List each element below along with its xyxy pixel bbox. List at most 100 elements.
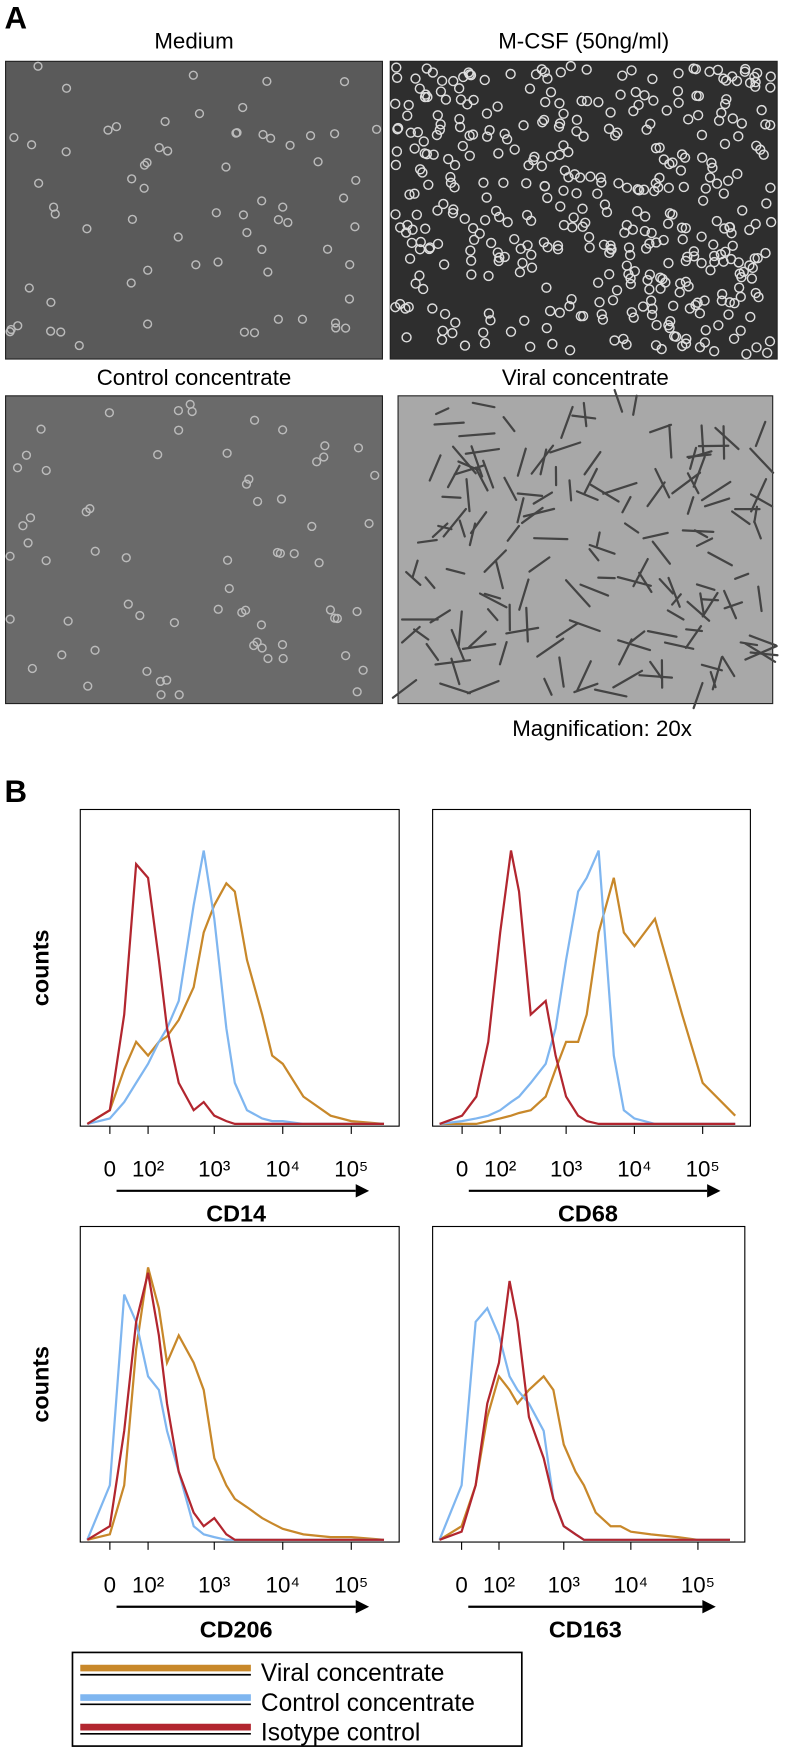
cell (672, 85, 684, 97)
cell (638, 674, 674, 679)
cell (307, 521, 317, 532)
cell (521, 209, 533, 221)
cell (435, 119, 446, 130)
cell (736, 272, 747, 283)
cell (13, 321, 23, 331)
cell (405, 570, 422, 586)
cell (695, 537, 714, 548)
cell (628, 105, 639, 117)
cell (545, 86, 557, 98)
cell (483, 549, 508, 573)
cell (685, 628, 704, 633)
cell (483, 308, 495, 319)
cell (560, 405, 574, 439)
cell (602, 481, 638, 495)
cell (664, 158, 675, 170)
cell (552, 244, 564, 255)
cell (111, 121, 122, 132)
cell (714, 426, 740, 451)
cell (516, 497, 525, 524)
cell (469, 511, 488, 535)
cell (554, 98, 565, 109)
cell (442, 507, 467, 538)
cell (194, 108, 205, 119)
cell (733, 131, 744, 142)
cell (90, 645, 100, 655)
cell (483, 592, 502, 600)
cell (697, 152, 708, 163)
cell (345, 259, 355, 270)
cell (657, 273, 668, 285)
cell (437, 325, 448, 336)
cell (314, 558, 324, 568)
cell (401, 332, 412, 343)
cell (390, 159, 402, 171)
cell (325, 605, 336, 615)
cell (744, 260, 755, 271)
x-axis-label: CD163 (549, 1616, 622, 1642)
cell (581, 64, 592, 75)
cell (447, 207, 459, 219)
cell (569, 169, 580, 180)
cell (283, 217, 293, 228)
cell (595, 172, 606, 183)
cell (482, 459, 495, 489)
cell (433, 421, 465, 426)
cell (686, 453, 712, 459)
cell (675, 165, 687, 176)
cell (465, 69, 477, 81)
cell (420, 89, 431, 100)
cell (242, 227, 252, 238)
cell (597, 576, 616, 580)
cell (765, 216, 777, 228)
cell (553, 121, 565, 133)
cell (85, 504, 95, 514)
cell (663, 182, 675, 194)
cell (558, 185, 569, 196)
cell (658, 234, 669, 246)
cell (434, 407, 450, 416)
cell (605, 240, 616, 251)
cell (549, 441, 582, 454)
cell (481, 108, 493, 119)
cell (127, 214, 138, 224)
cell (506, 524, 521, 542)
cell (731, 510, 751, 526)
cell (723, 309, 734, 320)
cell (390, 209, 401, 220)
x-tick-label: 0 (104, 1573, 116, 1598)
cell (468, 94, 479, 106)
cell (630, 86, 641, 98)
x-tick-label: 10² (484, 1157, 516, 1182)
cell (650, 143, 662, 154)
cell (440, 94, 452, 105)
cell (530, 69, 542, 80)
x-tick-label: 10⁵ (686, 1157, 720, 1182)
cell (696, 129, 708, 141)
plot-frame (432, 1225, 746, 1543)
cell (664, 322, 675, 334)
cell (478, 327, 489, 338)
cell (623, 269, 634, 280)
cell (750, 76, 761, 88)
cell (679, 152, 691, 163)
cell (404, 189, 415, 200)
cell (645, 118, 656, 129)
cell (457, 610, 463, 647)
cell (749, 493, 774, 508)
cell (583, 231, 595, 243)
cell (27, 663, 37, 674)
cell (697, 195, 709, 206)
cell (644, 238, 655, 249)
cell (726, 228, 737, 239)
cell (516, 447, 527, 477)
cell (139, 160, 150, 170)
cell (732, 168, 743, 180)
cell (353, 443, 364, 453)
cell (658, 578, 674, 595)
cell (761, 198, 772, 209)
cell (741, 348, 752, 360)
cell (142, 158, 152, 168)
cell (760, 119, 771, 130)
cell (542, 192, 553, 204)
